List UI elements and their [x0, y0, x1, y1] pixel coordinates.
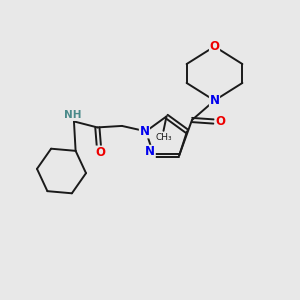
Text: N: N — [209, 94, 220, 107]
Text: O: O — [209, 40, 220, 53]
Text: N: N — [140, 125, 149, 138]
Text: NH: NH — [64, 110, 81, 120]
Text: CH₃: CH₃ — [155, 133, 172, 142]
Text: N: N — [145, 146, 155, 158]
Text: O: O — [215, 115, 225, 128]
Text: O: O — [95, 146, 105, 159]
